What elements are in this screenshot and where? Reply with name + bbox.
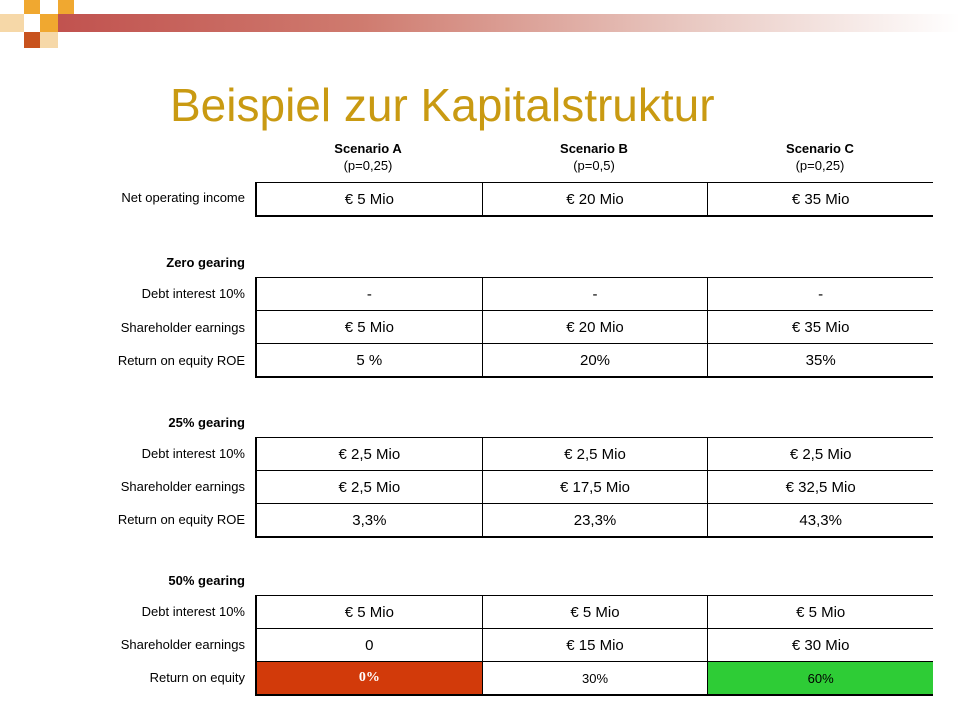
column-name: Scenario A [334, 141, 402, 156]
table-cell: 35% [707, 344, 933, 376]
table-cell: 23,3% [481, 504, 708, 536]
table-row: € 5 Mio € 20 Mio € 35 Mio [255, 310, 933, 343]
table-cell: € 20 Mio [481, 183, 708, 215]
section-title-50-gearing: 50% gearing [168, 573, 245, 588]
row-label: Return on equity ROE [117, 512, 245, 527]
slide-title: Beispiel zur Kapitalstruktur [170, 79, 715, 131]
row-label: Shareholder earnings [120, 479, 245, 494]
table-cell: 43,3% [707, 504, 933, 536]
table-cell: € 20 Mio [481, 311, 708, 343]
table-row: € 2,5 Mio € 17,5 Mio € 32,5 Mio [255, 470, 933, 503]
table-row: - - - [255, 278, 933, 310]
table-cell-negative: 0% [257, 662, 482, 694]
table-cell: € 5 Mio [344, 603, 394, 621]
section-title-zero-gearing: Zero gearing [166, 255, 245, 270]
table-cell: € 5 Mio [344, 190, 394, 208]
decor-square [40, 32, 58, 48]
row-label: Debt interest 10% [141, 604, 245, 619]
table-cell: € 5 Mio [344, 318, 394, 336]
table-cell-positive: 60% [707, 662, 934, 694]
table-cell: € 17,5 Mio [481, 471, 708, 503]
table-cell: € 5 Mio [481, 596, 708, 628]
table-row: € 2,5 Mio € 2,5 Mio € 2,5 Mio [255, 438, 933, 470]
table-row: 5 % 20% 35% [255, 343, 933, 376]
table-cell: - [481, 278, 708, 310]
table-cell: € 5 Mio [707, 596, 933, 628]
row-label: Debt interest 10% [141, 286, 245, 301]
column-probability: (p=0,25) [343, 158, 393, 173]
decor-square [24, 32, 40, 48]
table-cell: € 2,5 Mio [481, 438, 708, 470]
table-cell: - [707, 278, 933, 310]
row-label: Return on equity ROE [117, 353, 245, 368]
row-label-noi: Net operating income [121, 190, 245, 205]
table-cell: € 35 Mio [707, 311, 933, 343]
decor-square [40, 14, 58, 32]
column-probability: (p=0,25) [795, 158, 845, 173]
column-header-b: Scenario B (p=0,5) [481, 140, 707, 174]
table-cell: 30% [481, 662, 708, 694]
section-title-25-gearing: 25% gearing [168, 415, 245, 430]
table-cell: € 35 Mio [707, 183, 933, 215]
table-row: 3,3% 23,3% 43,3% [255, 503, 933, 536]
table-cell: € 2,5 Mio [338, 445, 401, 463]
header-gradient-bar [40, 14, 960, 32]
row-label: Shareholder earnings [120, 637, 245, 652]
table-noi: € 5 Mio € 20 Mio € 35 Mio [255, 182, 933, 217]
decor-square [58, 0, 74, 14]
column-header-a: Scenario A (p=0,25) [255, 140, 481, 174]
decor-square [24, 0, 40, 14]
table-row: € 5 Mio € 5 Mio € 5 Mio [255, 596, 933, 628]
table-cell: - [366, 285, 372, 303]
column-name: Scenario C [786, 141, 854, 156]
column-header-c: Scenario C (p=0,25) [707, 140, 933, 174]
table-row: 0 € 15 Mio € 30 Mio [255, 628, 933, 661]
table-25-gearing: € 2,5 Mio € 2,5 Mio € 2,5 Mio € 2,5 Mio … [255, 437, 933, 538]
row-label: Debt interest 10% [141, 446, 245, 461]
table-cell: € 15 Mio [481, 629, 708, 661]
table-cell: 3,3% [352, 511, 387, 529]
table-zero-gearing: - - - € 5 Mio € 20 Mio € 35 Mio 5 % 20% … [255, 277, 933, 378]
row-label: Shareholder earnings [120, 320, 245, 335]
decor-square [0, 14, 24, 32]
table-row: 0% 30% 60% [255, 661, 934, 694]
table-cell: 0 [365, 636, 374, 654]
column-name: Scenario B [560, 141, 628, 156]
row-label: Return on equity [149, 670, 245, 685]
column-probability: (p=0,5) [573, 158, 615, 173]
table-cell: 5 % [356, 351, 383, 369]
table-cell: € 32,5 Mio [707, 471, 933, 503]
table-cell: € 30 Mio [707, 629, 933, 661]
table-cell: € 2,5 Mio [338, 478, 401, 496]
table-row: € 5 Mio € 20 Mio € 35 Mio [255, 183, 933, 215]
table-50-gearing: € 5 Mio € 5 Mio € 5 Mio 0 € 15 Mio € 30 … [255, 595, 934, 696]
table-cell: 20% [481, 344, 708, 376]
table-cell: € 2,5 Mio [707, 438, 933, 470]
